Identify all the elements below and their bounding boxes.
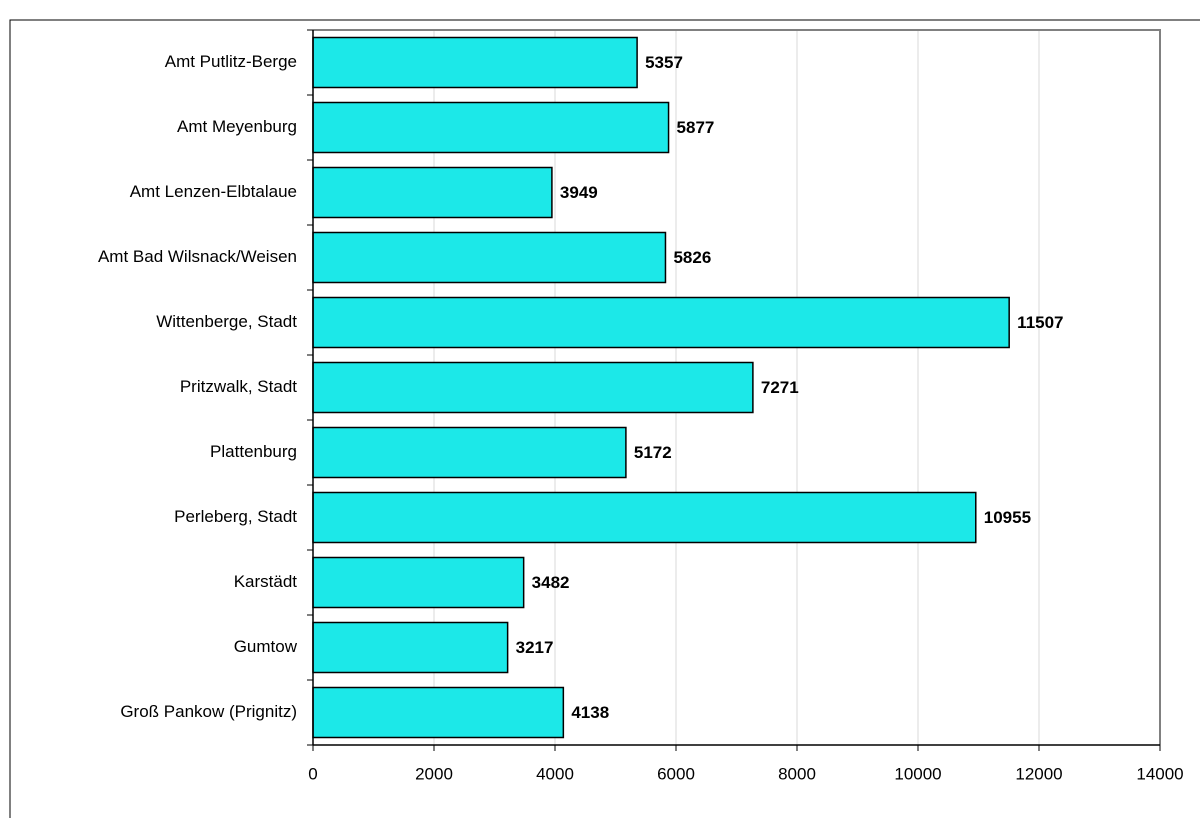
bar [312,36,638,89]
value-label: 3482 [532,573,570,592]
y-tick-label: Plattenburg [210,442,297,461]
value-label: 3949 [560,183,598,202]
value-label: 11507 [1017,313,1063,332]
value-label: 3217 [516,638,554,657]
x-tick-label: 10000 [894,764,941,783]
bar [312,361,754,414]
bar [312,166,553,219]
plot-border [313,29,1161,745]
x-tick-label: 14000 [1136,764,1183,783]
x-tick-label: 0 [308,764,317,783]
y-tick-label: Groß Pankow (Prignitz) [120,702,297,721]
bar [312,231,667,284]
y-tick-label: Wittenberge, Stadt [156,312,297,331]
y-tick-label: Amt Bad Wilsnack/Weisen [98,247,297,266]
y-tick-label: Pritzwalk, Stadt [180,377,297,396]
value-label: 5172 [634,443,672,462]
value-label: 7271 [761,378,799,397]
y-tick-label: Amt Putlitz-Berge [165,52,297,71]
y-tick-label: Perleberg, Stadt [174,507,297,526]
bar [312,426,627,479]
x-tick-label: 8000 [778,764,816,783]
x-tick-label: 4000 [536,764,574,783]
value-label: 5357 [645,53,683,72]
bar [312,101,670,154]
bar [312,556,525,609]
x-tick-label: 2000 [415,764,453,783]
chart-frame [9,19,1200,818]
x-tick-label: 6000 [657,764,695,783]
value-label: 5877 [677,118,715,137]
value-label: 5826 [673,248,711,267]
y-tick-label: Karstädt [234,572,298,591]
bar [312,491,977,544]
y-tick-label: Amt Meyenburg [177,117,297,136]
y-tick-label: Gumtow [234,637,298,656]
bar [312,686,565,739]
bar [312,621,509,674]
value-label: 4138 [571,703,609,722]
x-tick-label: 12000 [1015,764,1062,783]
y-tick-label: Amt Lenzen-Elbtalaue [130,182,297,201]
value-label: 10955 [984,508,1031,527]
bar [312,296,1010,349]
